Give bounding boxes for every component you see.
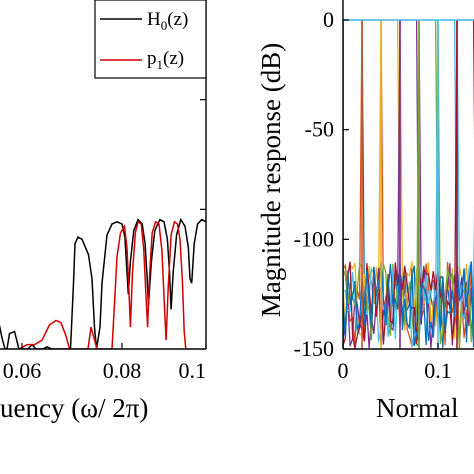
right-xtick-labels: 0 0.1 (338, 358, 452, 383)
right-ytick-label-0: 0 (323, 7, 334, 32)
right-xtick-label-0: 0 (338, 358, 349, 383)
right-ytick-label-2: -100 (294, 226, 334, 251)
right-ytick-label-3: -150 (294, 336, 334, 361)
right-xlabel: Normal (376, 393, 458, 423)
left-series-group (0, 217, 206, 349)
right-ylabel: Magnitude response (dB) (256, 43, 286, 317)
right-chart: 0-50-100-150 0 0.1 Magnitude response (dB… (256, 0, 474, 423)
left-xtick-label-0: 0.06 (3, 358, 42, 383)
right-series-group (343, 19, 474, 349)
left-series-0 (0, 217, 206, 349)
left-chart: 0.06 0.08 0.1 uency (ω/ 2π) H0(z) p1(z) (0, 0, 207, 423)
right-ticks-group (342, 19, 439, 350)
right-band-7 (343, 203, 474, 348)
left-xtick-labels: 0.06 0.08 0.1 (3, 358, 206, 383)
legend-box (94, 0, 207, 79)
left-ticks-group (21, 99, 207, 349)
left-series-1 (19, 220, 188, 349)
left-xtick-label-1: 0.08 (103, 358, 142, 383)
right-ytick-label-1: -50 (305, 117, 334, 142)
legend-label-p1: p1(z) (147, 48, 184, 72)
legend: H0(z) p1(z) (94, 0, 207, 79)
right-ytick-labels: 0 -50 -100 -150 (294, 7, 334, 361)
right-xtick-label-1: 0.1 (424, 358, 452, 383)
left-xtick-label-2: 0.1 (179, 358, 207, 383)
left-xlabel: uency (ω/ 2π) (0, 393, 148, 423)
legend-label-h0: H0(z) (147, 9, 188, 33)
